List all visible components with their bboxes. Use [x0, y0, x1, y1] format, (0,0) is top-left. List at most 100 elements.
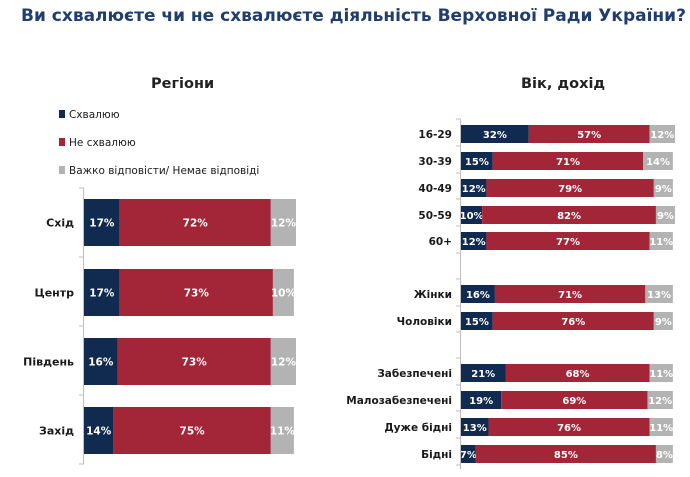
legend-label-approve: Схвалюю	[69, 109, 120, 121]
bar-approve-малозабезпечені	[461, 391, 502, 409]
legend-label-disapprove: Не схвалюю	[69, 137, 136, 149]
data-label-approve-забезпечені: 21%	[471, 369, 495, 380]
bar-disapprove-дуже-бідні	[488, 418, 650, 436]
data-label-disapprove-50-59: 82%	[557, 211, 581, 222]
bar-disapprove-40-49	[486, 179, 654, 197]
bar-hard-to-say-малозабезпечені	[647, 391, 673, 409]
bar-hard-to-say-жінки	[645, 285, 673, 303]
bar-disapprove-чоловіки	[492, 312, 654, 330]
bar-hard-to-say-південь	[270, 338, 296, 385]
data-label-approve-40-49: 12%	[462, 184, 486, 195]
data-label-approve-дуже-бідні: 13%	[463, 423, 487, 434]
bar-hard-to-say-захід	[270, 407, 294, 454]
category-label-60: 60+	[429, 236, 452, 248]
data-label-approve-50-59: 10%	[460, 211, 484, 222]
bar-disapprove-центр	[119, 269, 273, 316]
category-label-чоловіки: Чоловіки	[397, 316, 452, 328]
bar-disapprove-схід	[119, 199, 271, 246]
panel-title-regions: Регіони	[151, 76, 215, 92]
data-label-disapprove-30-39: 71%	[556, 157, 580, 168]
category-label-південь: Південь	[23, 356, 74, 369]
bar-approve-60	[461, 232, 487, 250]
bar-disapprove-30-39	[492, 152, 644, 170]
bar-disapprove-50-59	[482, 206, 656, 224]
bar-hard-to-say-40-49	[653, 179, 673, 197]
category-label-захід: Захід	[39, 425, 74, 438]
bar-approve-забезпечені	[461, 364, 506, 382]
bar-approve-південь	[84, 338, 118, 385]
data-label-disapprove-60: 77%	[556, 237, 580, 248]
bar-hard-to-say-забезпечені	[649, 364, 673, 382]
bar-hard-to-say-50-59	[655, 206, 675, 224]
panel-title-age-income: Вік, дохід	[521, 76, 606, 92]
category-label-жінки: Жінки	[414, 289, 452, 301]
bar-disapprove-захід	[113, 407, 271, 454]
bar-approve-чоловіки	[461, 312, 493, 330]
data-label-disapprove-схід: 72%	[183, 218, 209, 230]
data-label-hard-to-say-16-29: 12%	[650, 130, 674, 141]
data-label-disapprove-південь: 73%	[182, 357, 208, 369]
bar-disapprove-16-29	[528, 125, 650, 143]
bar-hard-to-say-центр	[272, 269, 294, 316]
bar-approve-дуже-бідні	[461, 418, 489, 436]
category-label-50-59: 50-59	[418, 210, 452, 222]
bar-approve-30-39	[461, 152, 493, 170]
bar-approve-центр	[84, 269, 120, 316]
bar-disapprove-південь	[117, 338, 271, 385]
bar-hard-to-say-схід	[270, 199, 296, 246]
category-label-40-49: 40-49	[418, 183, 452, 195]
category-label-бідні: Бідні	[421, 449, 452, 461]
data-label-approve-схід: 17%	[89, 218, 115, 230]
category-label-дуже-бідні: Дуже бідні	[384, 422, 452, 434]
bar-approve-схід	[84, 199, 120, 246]
data-label-approve-південь: 16%	[88, 357, 114, 369]
category-label-16-29: 16-29	[418, 129, 452, 141]
legend-swatch-hard-to-say	[59, 166, 65, 174]
data-label-approve-бідні: 7%	[460, 450, 477, 461]
data-label-disapprove-захід: 75%	[180, 426, 206, 438]
data-label-hard-to-say-дуже-бідні: 11%	[649, 423, 673, 434]
data-label-hard-to-say-забезпечені: 11%	[649, 369, 673, 380]
category-label-центр: Центр	[34, 287, 74, 300]
data-label-hard-to-say-схід: 12%	[271, 218, 297, 230]
category-label-схід: Схід	[46, 217, 74, 230]
bar-hard-to-say-чоловіки	[653, 312, 673, 330]
data-label-approve-чоловіки: 15%	[465, 317, 489, 328]
category-label-забезпечені: Забезпечені	[377, 368, 452, 380]
data-label-hard-to-say-30-39: 14%	[646, 157, 670, 168]
data-label-hard-to-say-жінки: 13%	[647, 290, 671, 301]
bar-hard-to-say-бідні	[655, 445, 673, 463]
data-label-hard-to-say-центр: 10%	[271, 288, 297, 300]
data-label-disapprove-дуже-бідні: 76%	[557, 423, 581, 434]
data-label-approve-30-39: 15%	[465, 157, 489, 168]
data-label-disapprove-чоловіки: 76%	[561, 317, 585, 328]
data-label-hard-to-say-бідні: 8%	[656, 450, 673, 461]
data-label-approve-центр: 17%	[89, 288, 115, 300]
data-label-hard-to-say-50-59: 9%	[657, 211, 674, 222]
data-label-hard-to-say-60: 11%	[649, 237, 673, 248]
bar-disapprove-малозабезпечені	[501, 391, 648, 409]
data-label-disapprove-малозабезпечені: 69%	[562, 396, 586, 407]
regions-chart: Схвалюю Не схвалюю Важко відповісти/ Немає…	[23, 109, 297, 465]
bar-disapprove-60	[486, 232, 650, 250]
data-label-disapprove-40-49: 79%	[558, 184, 582, 195]
data-label-hard-to-say-чоловіки: 9%	[655, 317, 672, 328]
data-label-hard-to-say-40-49: 9%	[655, 184, 672, 195]
data-label-approve-захід: 14%	[86, 426, 112, 438]
data-label-disapprove-16-29: 57%	[577, 130, 601, 141]
data-label-disapprove-центр: 73%	[184, 288, 210, 300]
bar-approve-бідні	[461, 445, 476, 463]
bar-hard-to-say-16-29	[649, 125, 675, 143]
data-label-hard-to-say-захід: 11%	[270, 426, 296, 438]
bar-disapprove-жінки	[494, 285, 646, 303]
data-label-approve-16-29: 32%	[483, 130, 507, 141]
bar-disapprove-бідні	[475, 445, 656, 463]
bar-hard-to-say-60	[649, 232, 673, 250]
bar-approve-16-29	[461, 125, 529, 143]
bar-approve-жінки	[461, 285, 495, 303]
bar-hard-to-say-30-39	[643, 152, 673, 170]
data-label-disapprove-забезпечені: 68%	[566, 369, 590, 380]
chart-title: Ви схвалюєте чи не схвалюєте діяльність …	[21, 6, 686, 26]
category-label-30-39: 30-39	[418, 156, 452, 168]
